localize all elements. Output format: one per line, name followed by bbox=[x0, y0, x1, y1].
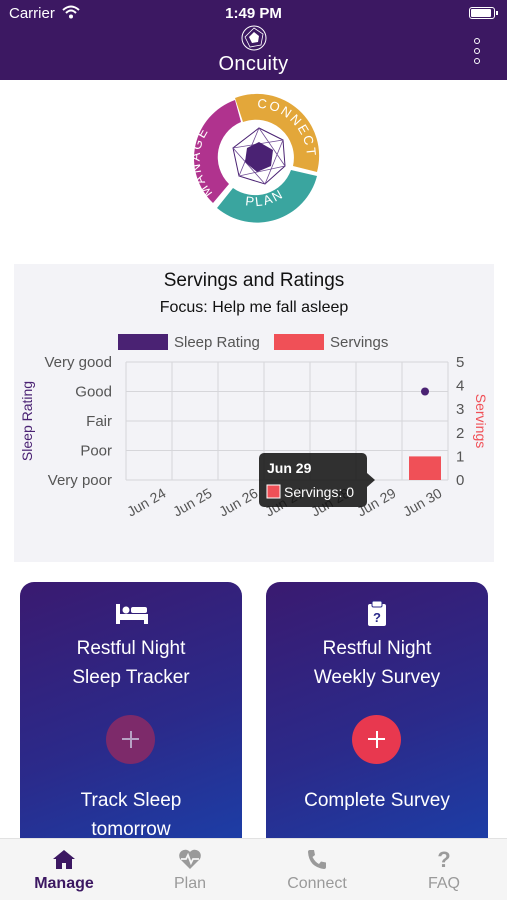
y-left-tick-label: Poor bbox=[80, 443, 112, 460]
tab-bar: Manage Plan Connect ? FAQ bbox=[0, 838, 507, 900]
clipboard-question-icon: ? bbox=[368, 600, 386, 626]
add-sleep-button[interactable] bbox=[106, 715, 155, 764]
y-right-tick-label: 5 bbox=[456, 354, 464, 371]
bed-icon bbox=[116, 604, 148, 624]
carrier-label: Carrier bbox=[9, 5, 55, 22]
question-icon: ? bbox=[437, 848, 450, 870]
x-tick-label: Jun 26 bbox=[216, 485, 261, 520]
servings-bar bbox=[409, 456, 441, 480]
manage-connect-plan-logo: MANAGE CONNECT PLAN bbox=[187, 93, 320, 223]
chart-subtitle: Focus: Help me fall asleep bbox=[159, 299, 349, 316]
tab-faq-label: FAQ bbox=[427, 875, 460, 892]
legend-label-sleep-rating: Sleep Rating bbox=[174, 334, 260, 351]
tooltip-box bbox=[259, 453, 367, 507]
heart-pulse-icon bbox=[179, 849, 201, 869]
y-left-tick-label: Very good bbox=[44, 354, 112, 371]
y-right-tick-label: 0 bbox=[456, 472, 464, 489]
phone-icon bbox=[308, 850, 326, 869]
home-icon bbox=[53, 850, 75, 869]
wifi-icon bbox=[62, 5, 80, 19]
track-sleep-link[interactable]: Track Sleep tomorrow bbox=[80, 790, 182, 840]
battery-icon bbox=[469, 7, 498, 19]
tooltip-swatch bbox=[266, 484, 281, 499]
sleep-tracker-title: Restful Night Sleep Tracker bbox=[72, 638, 190, 688]
oncuity-logo-icon bbox=[241, 25, 266, 51]
y-left-tick-label: Fair bbox=[86, 413, 112, 430]
more-menu-icon[interactable] bbox=[473, 38, 481, 68]
tooltip-value: Servings: 0 bbox=[284, 484, 354, 500]
x-tick-label: Jun 30 bbox=[400, 485, 445, 520]
tab-manage[interactable]: Manage bbox=[1, 839, 127, 900]
x-tick-label: Jun 24 bbox=[124, 485, 169, 520]
chart-plot[interactable]: Sleep Rating Servings Very poor Poor Fair Goo… bbox=[14, 264, 494, 562]
legend-swatch-servings bbox=[274, 334, 324, 350]
y-right-tick-label: 2 bbox=[456, 425, 464, 442]
x-tick-label: Jun 25 bbox=[170, 485, 215, 520]
tab-manage-label: Manage bbox=[34, 875, 94, 892]
app-brand: Oncuity bbox=[0, 24, 507, 76]
y-left-tick-label: Very poor bbox=[48, 472, 112, 489]
legend-label-servings: Servings bbox=[330, 334, 388, 351]
y-right-tick-label: 3 bbox=[456, 401, 464, 418]
servings-ratings-chart: Servings and Ratings Focus: Help me fall… bbox=[14, 264, 494, 562]
tab-faq[interactable]: ? FAQ bbox=[381, 839, 507, 900]
sleep-rating-point bbox=[421, 387, 429, 396]
status-time: 1:49 PM bbox=[225, 5, 282, 22]
tab-connect[interactable]: Connect bbox=[254, 839, 380, 900]
tab-plan-label: Plan bbox=[173, 875, 207, 892]
y-right-axis-title: Servings bbox=[473, 394, 489, 448]
tab-plan[interactable]: Plan bbox=[127, 839, 253, 900]
y-right-tick-label: 1 bbox=[456, 448, 464, 465]
svg-text:?: ? bbox=[437, 848, 450, 870]
weekly-survey-card[interactable]: ? Restful Night Weekly Survey Complete S… bbox=[266, 582, 488, 852]
tooltip-pointer bbox=[367, 473, 375, 487]
complete-survey-button[interactable] bbox=[352, 715, 401, 764]
svg-text:?: ? bbox=[373, 610, 381, 625]
complete-survey-link[interactable]: Complete Survey bbox=[304, 790, 450, 811]
weekly-survey-title: Restful Night Weekly Survey bbox=[313, 638, 441, 688]
top-bar: Carrier 1:49 PM Oncuity bbox=[0, 0, 507, 80]
tooltip-date: Jun 29 bbox=[267, 460, 312, 476]
app-name: Oncuity bbox=[218, 53, 289, 75]
legend-swatch-sleep-rating bbox=[118, 334, 168, 350]
status-bar: Carrier 1:49 PM bbox=[0, 0, 507, 28]
y-left-tick-label: Good bbox=[75, 384, 112, 401]
y-right-tick-label: 4 bbox=[456, 378, 464, 395]
sleep-tracker-card[interactable]: Restful Night Sleep Tracker Track Sleep … bbox=[20, 582, 242, 852]
y-left-axis-title: Sleep Rating bbox=[19, 381, 35, 461]
tab-connect-label: Connect bbox=[287, 875, 347, 892]
chart-title: Servings and Ratings bbox=[163, 270, 345, 291]
